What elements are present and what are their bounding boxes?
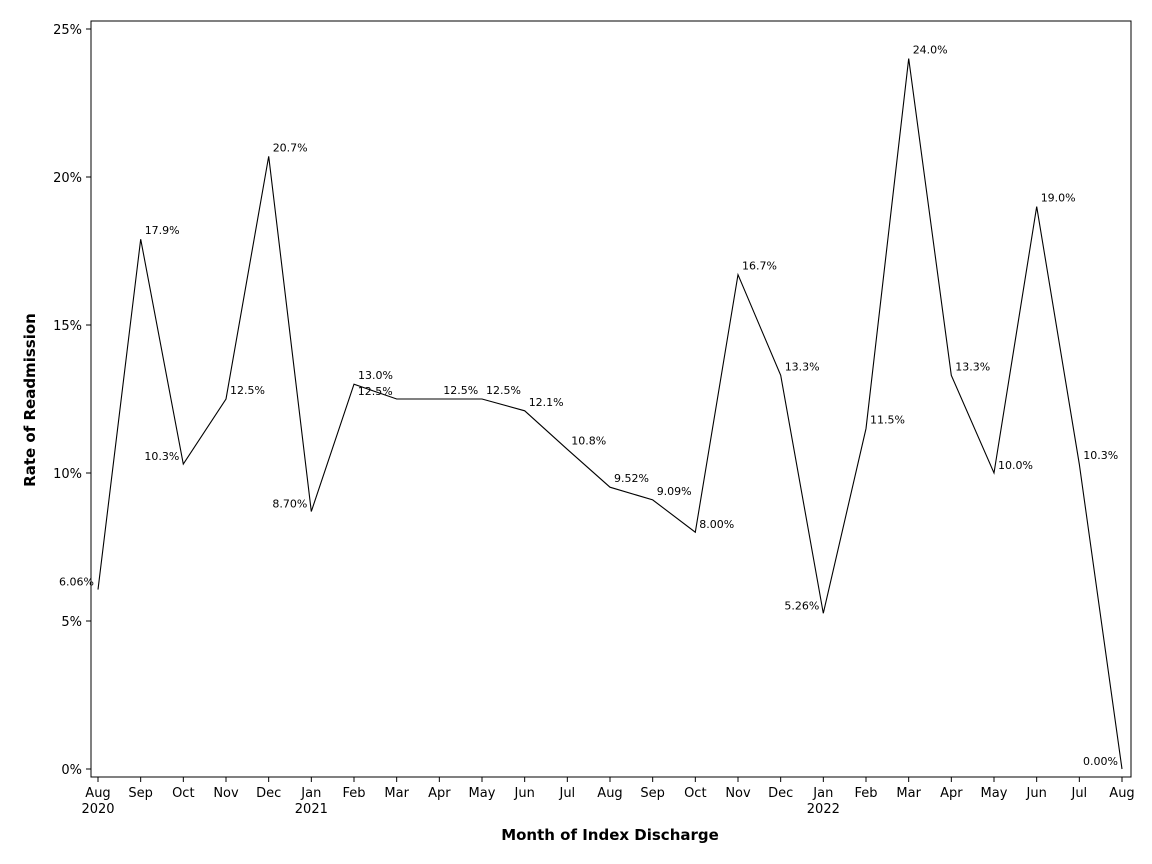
data-label-23: 10.3% (1083, 449, 1118, 462)
y-tick-label-3: 15% (53, 319, 82, 334)
x-tick-label-17: Jan (812, 786, 833, 801)
data-label-14: 8.00% (699, 518, 734, 531)
x-tick-label-4: Dec (256, 786, 281, 801)
x-tick-label-6: Feb (342, 786, 365, 801)
data-label-4: 20.7% (273, 141, 308, 154)
x-year-label-0: 2020 (81, 802, 114, 817)
y-tick-label-2: 10% (53, 467, 82, 482)
data-label-11: 10.8% (571, 434, 606, 447)
x-tick-label-7: Mar (384, 786, 409, 801)
data-label-20: 13.3% (955, 360, 990, 373)
data-label-12: 9.52% (614, 472, 649, 485)
x-tick-label-22: Jun (1026, 786, 1047, 801)
data-label-19: 24.0% (913, 44, 948, 57)
data-label-16: 13.3% (785, 360, 820, 373)
y-tick-label-5: 25% (53, 23, 82, 38)
x-tick-label-15: Nov (725, 786, 751, 801)
x-tick-label-18: Feb (854, 786, 877, 801)
data-label-18: 11.5% (870, 414, 905, 427)
data-label-5: 8.70% (272, 498, 307, 511)
data-label-7: 12.5% (358, 385, 393, 398)
series-group (97, 58, 1123, 770)
x-tick-label-16: Dec (768, 786, 793, 801)
x-tick-label-13: Sep (640, 786, 665, 801)
data-label-10: 12.1% (529, 396, 564, 409)
x-tick-label-0: Aug (85, 786, 110, 801)
x-tick-label-1: Sep (128, 786, 153, 801)
x-tick-label-24: Aug (1109, 786, 1134, 801)
x-tick-label-3: Nov (213, 786, 239, 801)
x-tick-label-12: Aug (597, 786, 622, 801)
data-label-13: 9.09% (657, 485, 692, 498)
data-label-2: 10.3% (144, 450, 179, 463)
data-label-1: 17.9% (145, 224, 180, 237)
series-line (97, 58, 1123, 770)
x-year-label-5: 2021 (295, 802, 328, 817)
data-label-24: 0.00% (1083, 755, 1118, 768)
x-tick-label-21: May (981, 786, 1008, 801)
x-tick-label-5: Jan (300, 786, 321, 801)
x-tick-label-2: Oct (172, 786, 194, 801)
x-year-label-17: 2022 (807, 802, 840, 817)
y-tick-label-1: 5% (61, 615, 82, 630)
x-tick-label-8: Apr (428, 786, 451, 801)
data-labels: 6.06% 17.9% 10.3% 12.5% 20.7% 8.70% 13.0% 12.5%… (59, 44, 1118, 768)
x-tick-label-14: Oct (684, 786, 706, 801)
data-label-8: 12.5% (443, 384, 478, 397)
y-axis-title: Rate of Readmission (21, 313, 39, 487)
y-tick-label-4: 20% (53, 171, 82, 186)
x-tick-label-19: Mar (896, 786, 921, 801)
data-label-15: 16.7% (742, 260, 777, 273)
x-tick-label-9: May (469, 786, 496, 801)
data-label-22: 19.0% (1041, 192, 1076, 205)
data-label-21: 10.0% (998, 459, 1033, 472)
data-label-6: 13.0% (358, 369, 393, 382)
data-label-0: 6.06% (59, 576, 94, 589)
x-tick-label-10: Jun (514, 786, 535, 801)
x-tick-label-20: Apr (940, 786, 963, 801)
y-axis: 0% 5% 10% 15% 20% 25% (53, 23, 91, 778)
data-label-3: 12.5% (230, 384, 265, 397)
x-tick-label-23: Jul (1070, 786, 1087, 801)
data-label-9: 12.5% (486, 384, 521, 397)
x-axis-title: Month of Index Discharge (501, 826, 719, 844)
plot-area-frame (90, 20, 1132, 778)
y-tick-label-0: 0% (61, 763, 82, 778)
data-label-17: 5.26% (784, 599, 819, 612)
x-tick-label-11: Jul (558, 786, 575, 801)
